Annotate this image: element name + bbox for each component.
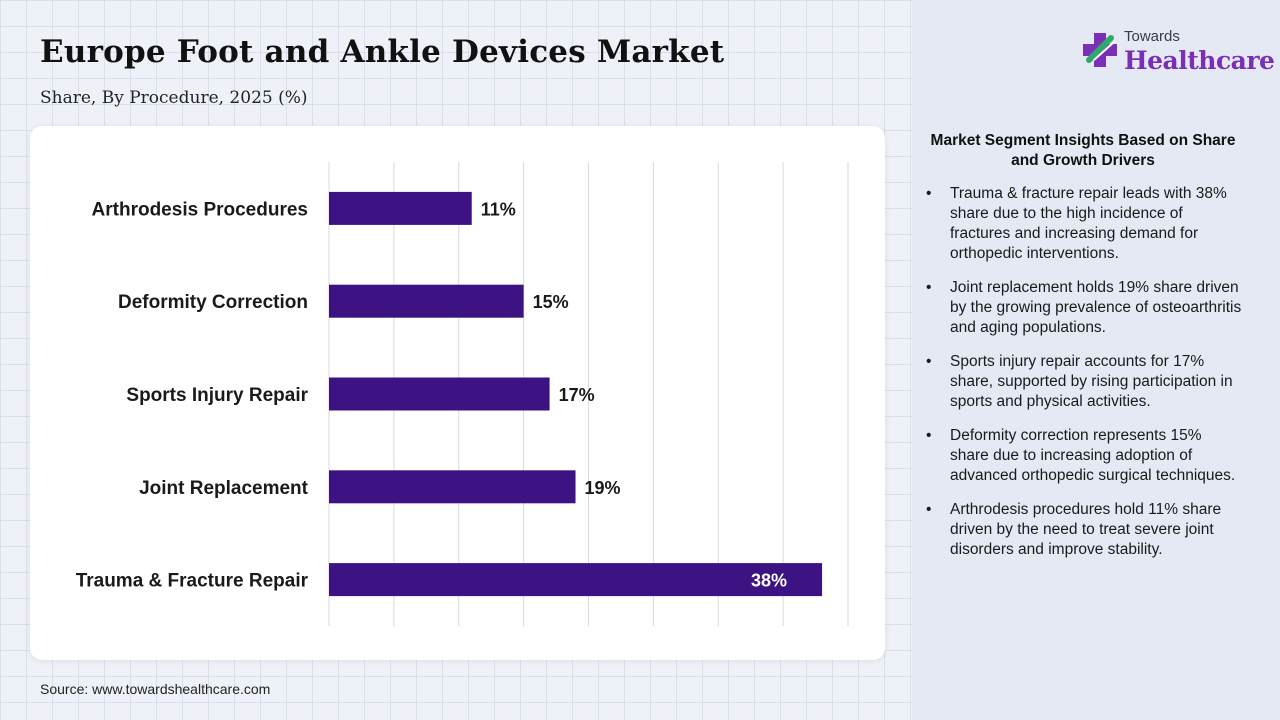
bar <box>329 377 550 411</box>
page-subtitle: Share, By Procedure, 2025 (%) <box>40 88 308 108</box>
bar-chart: Arthrodesis Procedures 11% Deformity Corre… <box>76 162 849 626</box>
insights-title: Market Segment Insights Based on Share a… <box>930 132 1236 169</box>
bar <box>329 470 576 504</box>
logo-text-towards: Towards <box>1124 28 1180 45</box>
page-title: Europe Foot and Ankle Devices Market <box>40 34 725 70</box>
bar <box>329 563 823 597</box>
data-label: 38% <box>751 571 787 591</box>
logo-text-healthcare: Healthcare <box>1124 46 1275 75</box>
source-note: Source: www.towardshealthcare.com <box>40 681 271 697</box>
data-label: 19% <box>585 478 621 498</box>
category-label: Deformity Correction <box>118 292 308 313</box>
data-label: 11% <box>481 199 516 219</box>
data-label: 15% <box>533 292 569 312</box>
medical-cross-icon <box>1083 33 1117 67</box>
insight-item: Trauma & fracture repair leads with 38% … <box>922 184 1244 264</box>
insight-item: Joint replacement holds 19% share driven… <box>922 278 1244 338</box>
category-label: Trauma & Fracture Repair <box>76 571 309 592</box>
category-label: Sports Injury Repair <box>126 385 308 406</box>
chart-card: Arthrodesis Procedures 11% Deformity Corre… <box>30 126 885 660</box>
data-label: 17% <box>559 385 595 405</box>
category-label: Joint Replacement <box>139 478 309 499</box>
insight-item: Arthrodesis procedures hold 11% share dr… <box>922 500 1244 560</box>
bar <box>329 191 472 225</box>
bar <box>329 284 524 318</box>
towards-healthcare-logo: Towards Healthcare <box>1080 26 1275 78</box>
category-label: Arthrodesis Procedures <box>92 199 308 220</box>
insight-item: Sports injury repair accounts for 17% sh… <box>922 352 1244 412</box>
insights-list: Trauma & fracture repair leads with 38% … <box>922 184 1244 574</box>
insight-item: Deformity correction represents 15% shar… <box>922 426 1244 486</box>
